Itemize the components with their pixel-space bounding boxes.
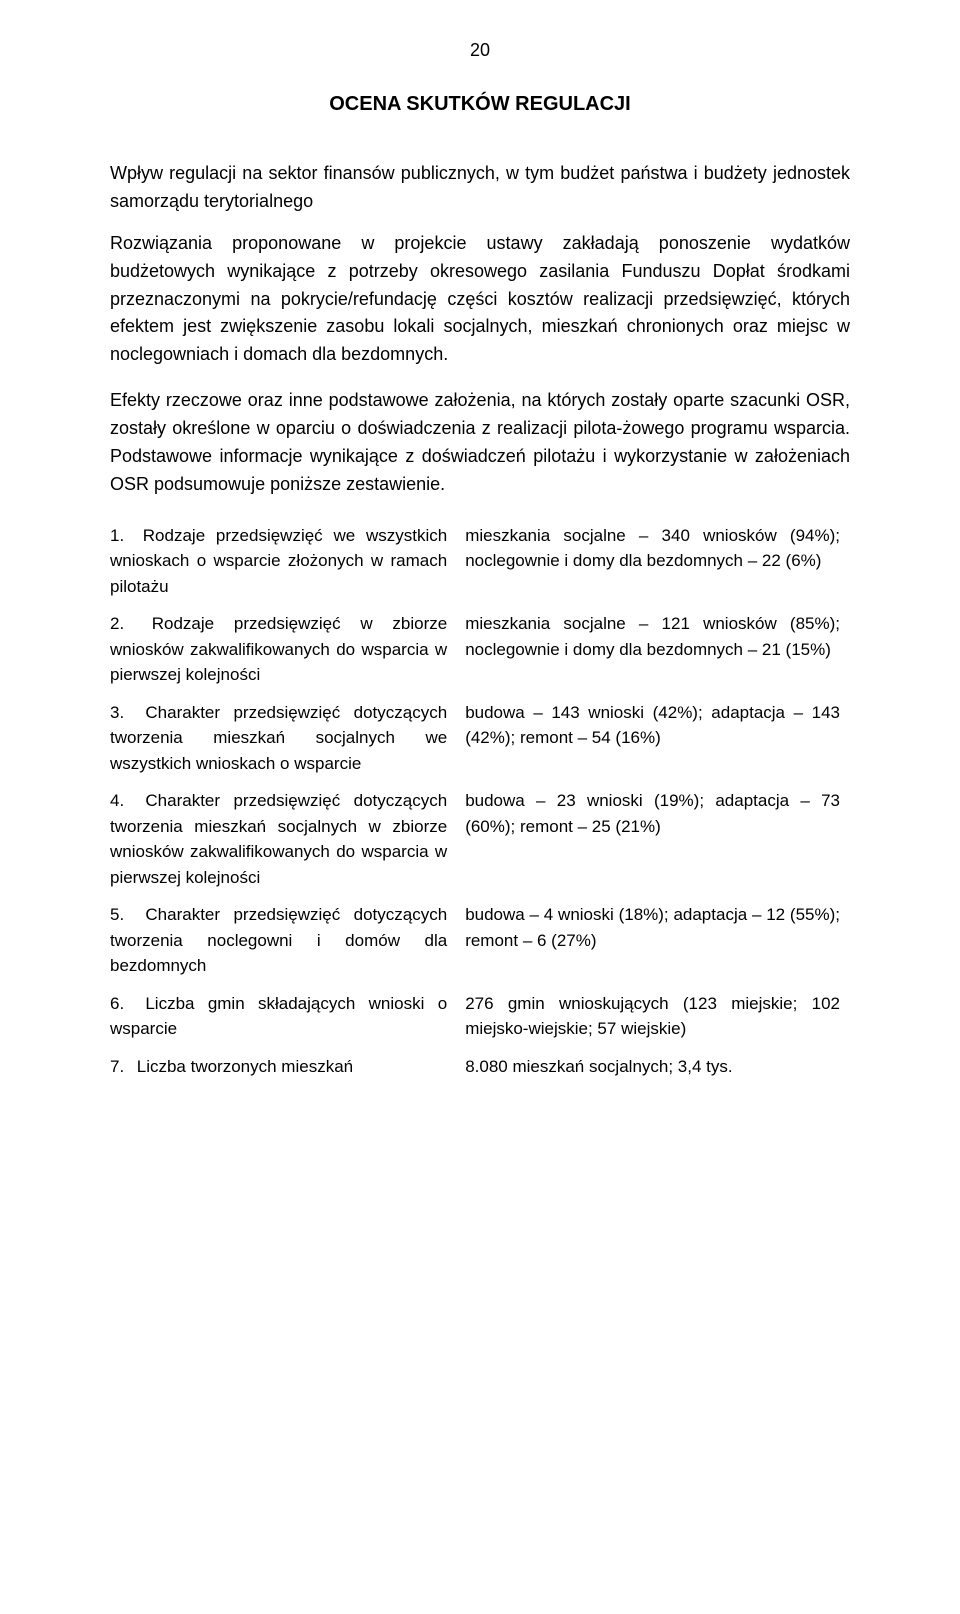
table-row: 5. Charakter przedsięwzięć dotyczących t… (110, 896, 850, 985)
row-index: 2. (110, 611, 132, 637)
table-cell-right: mieszkania socjalne – 121 wniosków (85%)… (465, 605, 850, 694)
row-index: 7. (110, 1054, 132, 1080)
table-cell-left: 7. Liczba tworzonych mieszkań (110, 1048, 465, 1086)
document-title: OCENA SKUTKÓW REGULACJI (110, 93, 850, 116)
row-left-text: Charakter przedsięwzięć dotyczących twor… (110, 703, 447, 773)
table-cell-right: budowa – 23 wnioski (19%); adaptacja – 7… (465, 782, 850, 896)
row-index: 6. (110, 991, 132, 1017)
table-row: 4. Charakter przedsięwzięć dotyczących t… (110, 782, 850, 896)
table-cell-right: budowa – 143 wnioski (42%); adaptacja – … (465, 694, 850, 783)
table-cell-left: 6. Liczba gmin składających wnioski o ws… (110, 985, 465, 1048)
table-cell-left: 1. Rodzaje przedsięwzięć we wszystkich w… (110, 517, 465, 606)
table-row: 3. Charakter przedsięwzięć dotyczących t… (110, 694, 850, 783)
table-cell-left: 3. Charakter przedsięwzięć dotyczących t… (110, 694, 465, 783)
row-left-text: Rodzaje przedsięwzięć we wszystkich wnio… (110, 526, 447, 596)
row-left-text: Liczba tworzonych mieszkań (137, 1057, 353, 1076)
row-left-text: Charakter przedsięwzięć dotyczących twor… (110, 905, 447, 975)
row-left-text: Charakter przedsięwzięć dotyczących twor… (110, 791, 447, 887)
table-cell-right: mieszkania socjalne – 340 wniosków (94%)… (465, 517, 850, 606)
table-cell-right: 276 gmin wnioskujących (123 miejskie; 10… (465, 985, 850, 1048)
row-index: 5. (110, 902, 132, 928)
table-cell-left: 5. Charakter przedsięwzięć dotyczących t… (110, 896, 465, 985)
table-row: 7. Liczba tworzonych mieszkań 8.080 mies… (110, 1048, 850, 1086)
row-left-text: Liczba gmin składających wnioski o wspar… (110, 994, 447, 1039)
document-subtitle: Wpływ regulacji na sektor finansów publi… (110, 160, 850, 216)
page-number: 20 (110, 40, 850, 61)
table-cell-right: 8.080 mieszkań socjalnych; 3,4 tys. (465, 1048, 850, 1086)
table-cell-left: 2. Rodzaje przedsięwzięć w zbiorze wnios… (110, 605, 465, 694)
table-cell-left: 4. Charakter przedsięwzięć dotyczących t… (110, 782, 465, 896)
paragraph: Rozwiązania proponowane w projekcie usta… (110, 230, 850, 369)
table-row: 2. Rodzaje przedsięwzięć w zbiorze wnios… (110, 605, 850, 694)
assessment-table: 1. Rodzaje przedsięwzięć we wszystkich w… (110, 517, 850, 1086)
document-page: 20 OCENA SKUTKÓW REGULACJI Wpływ regulac… (0, 0, 960, 1614)
table-row: 1. Rodzaje przedsięwzięć we wszystkich w… (110, 517, 850, 606)
row-index: 4. (110, 788, 132, 814)
table-cell-right: budowa – 4 wnioski (18%); adaptacja – 12… (465, 896, 850, 985)
row-index: 3. (110, 700, 132, 726)
row-left-text: Rodzaje przedsięwzięć w zbiorze wniosków… (110, 614, 447, 684)
paragraph: Efekty rzeczowe oraz inne podstawowe zał… (110, 387, 850, 499)
row-index: 1. (110, 523, 132, 549)
table-row: 6. Liczba gmin składających wnioski o ws… (110, 985, 850, 1048)
